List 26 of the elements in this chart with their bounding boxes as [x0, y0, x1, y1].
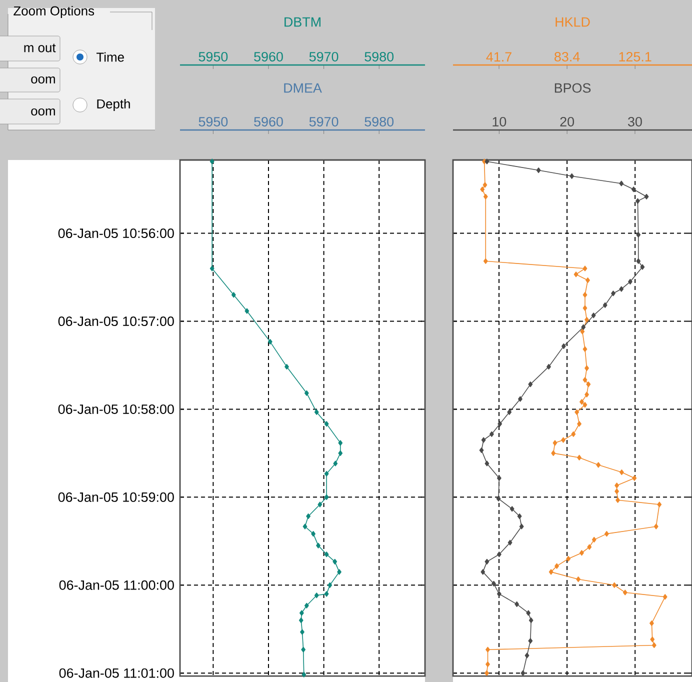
x2-tick-label: 20	[560, 116, 574, 126]
x-tick-label: 5980	[364, 116, 394, 126]
x-axis-title: DBTM	[284, 17, 320, 27]
y-tick-label: 06-Jan-05 11:00:00	[59, 580, 174, 590]
x2-axis-title: DMEA	[284, 83, 322, 93]
text: oom	[31, 76, 55, 84]
x-tick-label: 41.7	[486, 52, 512, 62]
x-tick-label: 125.1	[619, 52, 652, 62]
x-tick-label: 5950	[198, 116, 228, 126]
text: m out	[24, 44, 56, 52]
x2-axis-title: BPOS	[554, 83, 591, 93]
text: oom	[31, 108, 55, 116]
x2-tick-label: 10	[492, 116, 506, 126]
y-tick-label: 06-Jan-05 10:56:00	[58, 228, 174, 238]
y-tick-label: 06-Jan-05 11:01:00	[59, 668, 174, 678]
x-tick-label: 5970	[309, 116, 338, 126]
x2-tick-label: 30	[628, 116, 642, 126]
x-axis-title: HKLD	[556, 17, 590, 27]
text: Zoom Options	[14, 6, 94, 18]
text: Depth	[97, 98, 130, 112]
x-tick-label: 5960	[254, 116, 283, 126]
text: Time	[96, 52, 124, 62]
y-tick-label: 06-Jan-05 10:59:00	[58, 492, 174, 502]
y-tick-label: 06-Jan-05 10:58:00	[58, 404, 174, 414]
y-tick-label: 06-Jan-05 10:57:00	[58, 316, 174, 326]
x-tick-label: 83.4	[554, 52, 580, 62]
